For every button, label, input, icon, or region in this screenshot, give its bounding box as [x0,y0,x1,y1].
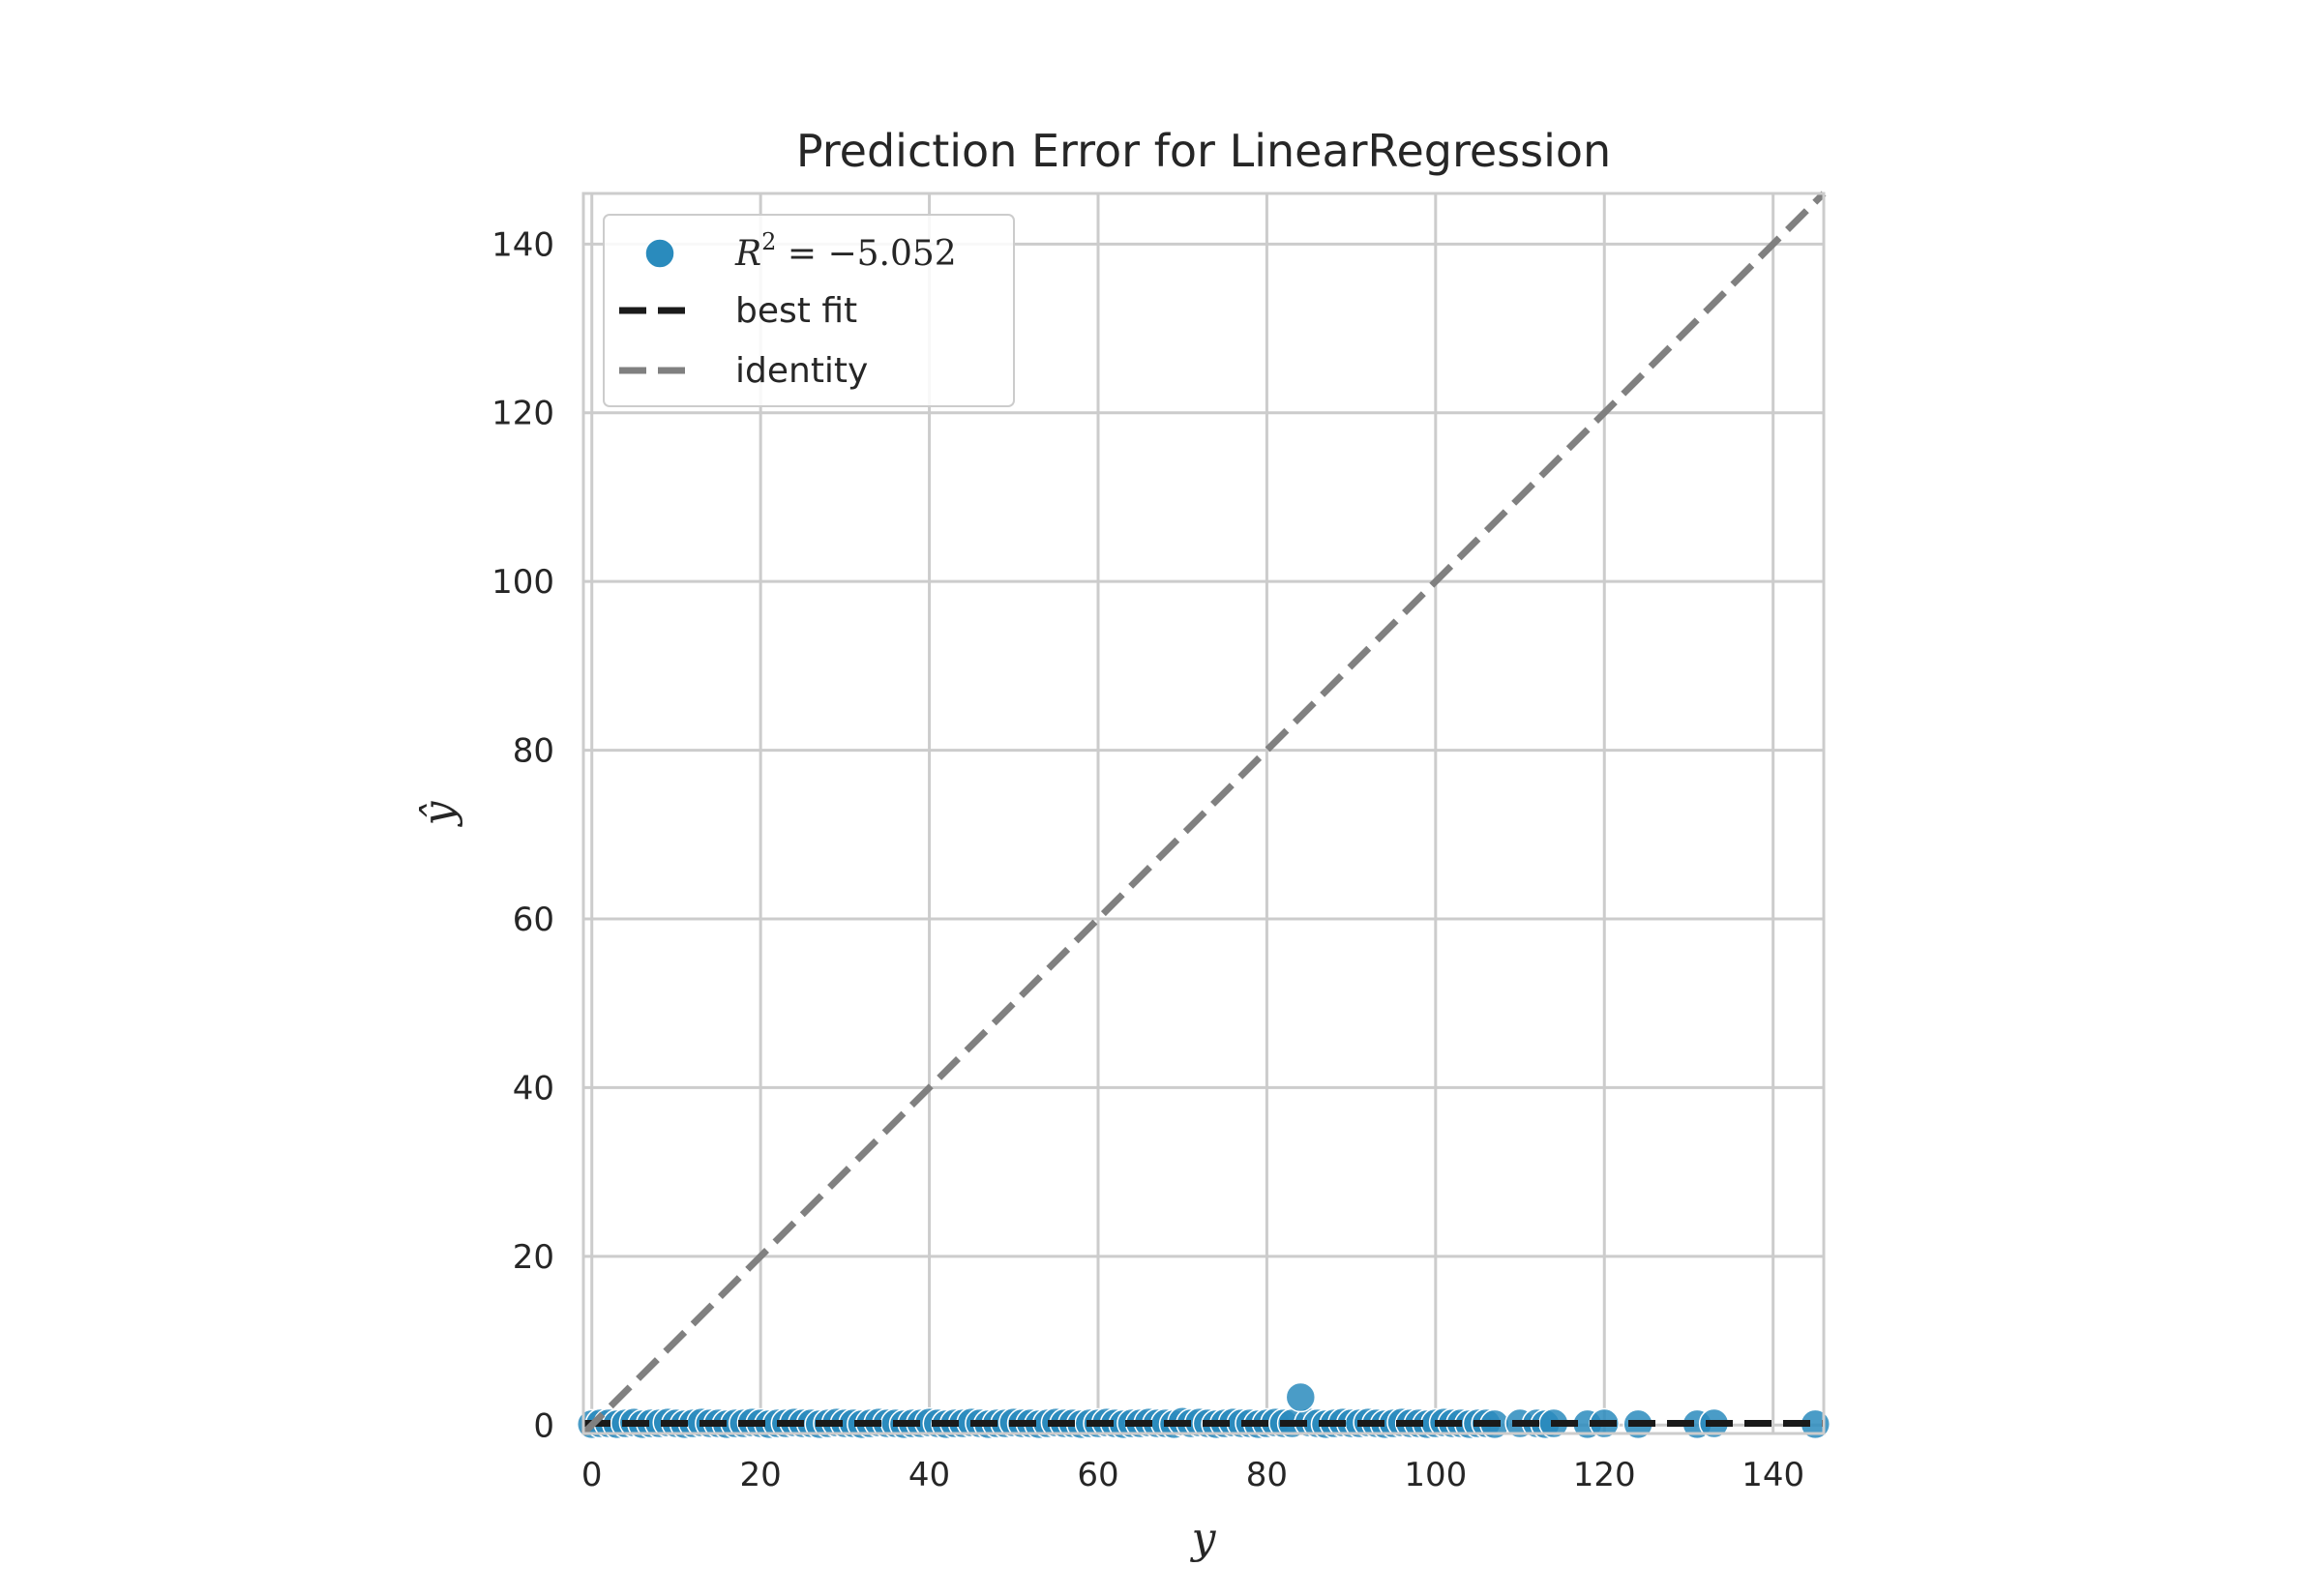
x-tick-label: 40 [908,1456,950,1494]
x-tick-label: 60 [1077,1456,1118,1494]
x-tick-label: 20 [740,1456,782,1494]
legend-r2-symbol: R [734,234,761,274]
legend-r2-value: = −5.052 [776,234,956,274]
legend-r2-marker [644,238,675,269]
y-tick-label: 100 [491,563,554,602]
y-tick-label: 80 [513,732,554,771]
x-tick-label: 0 [581,1456,603,1494]
x-tick-labels: 0 20 40 60 80 100 120 140 [581,1456,1804,1494]
legend-identity-label: identity [735,351,868,391]
y-tick-label: 0 [533,1406,554,1445]
legend-best-fit-label: best fit [735,291,857,331]
identity-line [580,191,1827,1436]
chart-title: Prediction Error for LinearRegression [796,125,1611,177]
legend-r2-label: R2 = −5.052 [734,228,957,274]
x-tick-label: 100 [1404,1456,1467,1494]
plot-frame [581,192,1826,1435]
y-tick-label: 20 [513,1238,554,1277]
y-tick-labels: 0 20 40 60 80 100 120 140 [491,225,554,1445]
legend-box [603,214,1015,407]
x-tick-label: 80 [1246,1456,1288,1494]
x-axis-label: y [1190,1514,1217,1563]
y-tick-label: 40 [513,1069,554,1108]
data-point [1285,1381,1317,1413]
y-tick-label: 140 [491,225,554,264]
y-tick-label: 120 [491,395,554,433]
legend-r2-superscript: 2 [761,228,776,255]
x-tick-label: 120 [1573,1456,1636,1494]
y-axis-label: ŷ [414,800,463,827]
legend: R2 = −5.052 best fit identity [603,214,1015,407]
x-tick-label: 140 [1742,1456,1804,1494]
y-tick-label: 60 [513,901,554,939]
